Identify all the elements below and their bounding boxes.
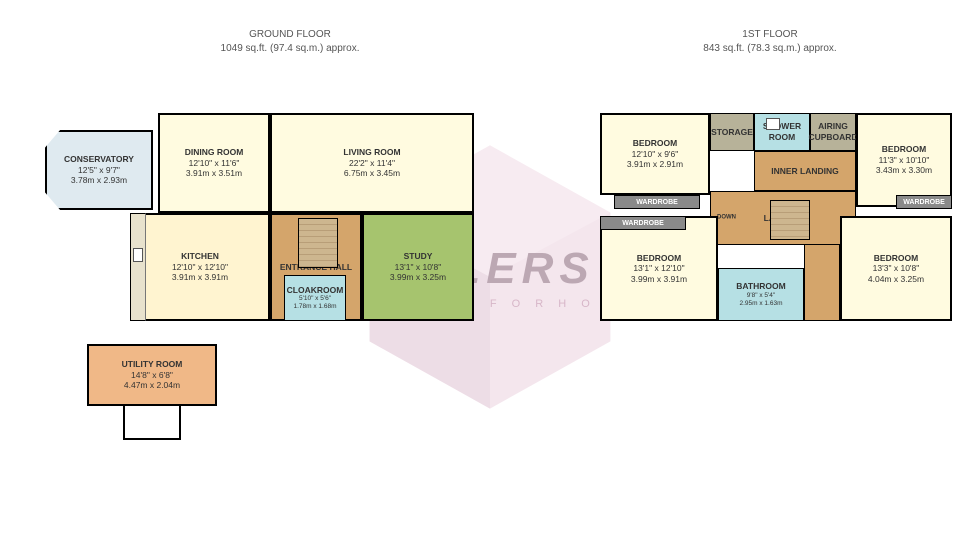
room-cloak: CLOAKROOM5'10" x 5'6"1.78m x 1.68m — [284, 275, 346, 321]
room-bed3: BEDROOM13'1" x 12'10"3.99m x 3.91m — [600, 216, 718, 321]
room-study: STUDY13'1" x 10'8"3.99m x 3.25m — [362, 213, 474, 321]
ground-floor-title: GROUND FLOOR — [190, 28, 390, 42]
room-innerlanding: INNER LANDING — [754, 151, 856, 191]
kitchen-counter — [130, 213, 146, 321]
room-shower: SHOWER ROOM — [754, 113, 810, 151]
wardrobe-1: WARDROBE — [600, 216, 686, 230]
wardrobe-2: WARDROBE — [896, 195, 952, 209]
room-kitchen: KITCHEN12'10" x 12'10"3.91m x 3.91m — [130, 213, 270, 321]
wardrobe-0: WARDROBE — [614, 195, 700, 209]
stairs-ground — [298, 218, 338, 268]
kitchen-sink-icon — [133, 248, 143, 262]
first-floor-title: 1ST FLOOR — [660, 28, 880, 42]
landing-passage — [804, 245, 840, 321]
first-floor-label: 1ST FLOOR 843 sq.ft. (78.3 sq.m.) approx… — [660, 28, 880, 55]
room-bath: BATHROOM9'8" x 5'4"2.95m x 1.63m — [718, 268, 804, 321]
room-storage: STORAGE — [710, 113, 754, 151]
room-bed4: BEDROOM13'3" x 10'8"4.04m x 3.25m — [840, 216, 952, 321]
room-dining: DINING ROOM12'10" x 11'6"3.91m x 3.51m — [158, 113, 270, 213]
room-bed2: BEDROOM11'3" x 10'10"3.43m x 3.30m — [856, 113, 952, 207]
room-living: LIVING ROOM22'2" x 11'4"6.75m x 3.45m — [270, 113, 474, 213]
shower-sink-icon — [766, 118, 780, 130]
room-utility: UTILITY ROOM14'8" x 6'8"4.47m x 2.04m — [87, 344, 217, 406]
ground-floor-area: 1049 sq.ft. (97.4 sq.m.) approx. — [190, 42, 390, 56]
room-conservatory: CONSERVATORY12'5" x 9'7"3.78m x 2.93m — [45, 130, 153, 210]
room-airing: AIRING CUPBOARD — [810, 113, 856, 151]
stairs-first — [770, 200, 810, 240]
utility-porch — [123, 406, 181, 440]
room-bed1: BEDROOM12'10" x 9'6"3.91m x 2.91m — [600, 113, 710, 195]
ground-floor-label: GROUND FLOOR 1049 sq.ft. (97.4 sq.m.) ap… — [190, 28, 390, 55]
first-floor-area: 843 sq.ft. (78.3 sq.m.) approx. — [660, 42, 880, 56]
